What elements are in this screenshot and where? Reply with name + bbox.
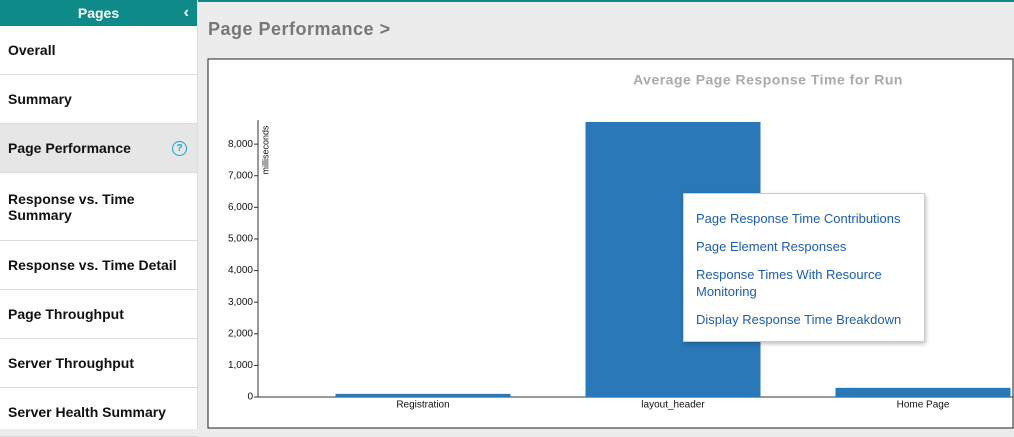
- sidebar: Pages ‹ Overall Summary Page Performance? Re…: [0, 0, 198, 437]
- menu-item[interactable]: Page Response Time Contributions: [696, 211, 901, 226]
- sidebar-header: Pages ‹: [0, 0, 197, 26]
- nav-label: Response vs. Time Summary: [8, 190, 135, 223]
- x-tick-label: Registration: [396, 400, 449, 411]
- nav-item[interactable]: Server Health Summary: [0, 388, 197, 437]
- nav-label: Response vs. Time Detail: [8, 257, 177, 273]
- menu-item[interactable]: Display Response Time Breakdown: [696, 312, 902, 327]
- x-tick-label: layout_header: [641, 400, 705, 411]
- top-border: [198, 0, 1014, 2]
- y-tick-label: 2,000: [228, 328, 253, 339]
- nav-item[interactable]: Overall: [0, 26, 197, 75]
- context-menu: Page Response Time Contributions Page Ele…: [683, 193, 925, 342]
- collapse-button[interactable]: ‹: [183, 4, 189, 21]
- nav-item[interactable]: Page Throughput: [0, 290, 197, 339]
- y-tick-label: 4,000: [228, 265, 253, 276]
- sidebar-title: Pages: [77, 5, 120, 21]
- nav-item[interactable]: Response vs. Time Summary: [0, 173, 197, 241]
- chart-title: Average Page Response Time for Run: [633, 72, 903, 88]
- x-tick-label: Home Page: [897, 400, 950, 411]
- bar: [335, 393, 511, 397]
- y-tick-label: 5,000: [228, 234, 253, 245]
- y-axis-label: milliseconds: [260, 125, 270, 175]
- nav-item[interactable]: Response vs. Time Detail: [0, 241, 197, 290]
- breadcrumb: Page Performance >: [208, 19, 391, 39]
- nav-item[interactable]: Server Throughput: [0, 339, 197, 388]
- nav-label: Server Throughput: [8, 355, 135, 371]
- menu-item[interactable]: Response Times With Resource Monitoring: [696, 267, 882, 299]
- y-tick-label: 8,000: [228, 139, 253, 150]
- nav-label: Page Throughput: [8, 306, 124, 322]
- nav-label: Summary: [8, 91, 72, 107]
- y-tick-label: 7,000: [228, 170, 253, 181]
- y-tick-label: 0: [247, 392, 253, 403]
- menu-item[interactable]: Page Element Responses: [696, 239, 847, 254]
- y-tick-label: 3,000: [228, 297, 253, 308]
- y-tick-label: 1,000: [228, 360, 253, 371]
- nav-label: Server Health Summary: [8, 404, 166, 420]
- help-icon: ?: [172, 140, 187, 156]
- bar: [835, 387, 1011, 397]
- y-tick-label: 6,000: [228, 202, 253, 213]
- nav-item[interactable]: Page Performance?: [0, 124, 197, 173]
- nav-item[interactable]: Summary: [0, 75, 197, 124]
- nav-label: Overall: [8, 42, 56, 58]
- nav-label: Page Performance: [8, 140, 131, 156]
